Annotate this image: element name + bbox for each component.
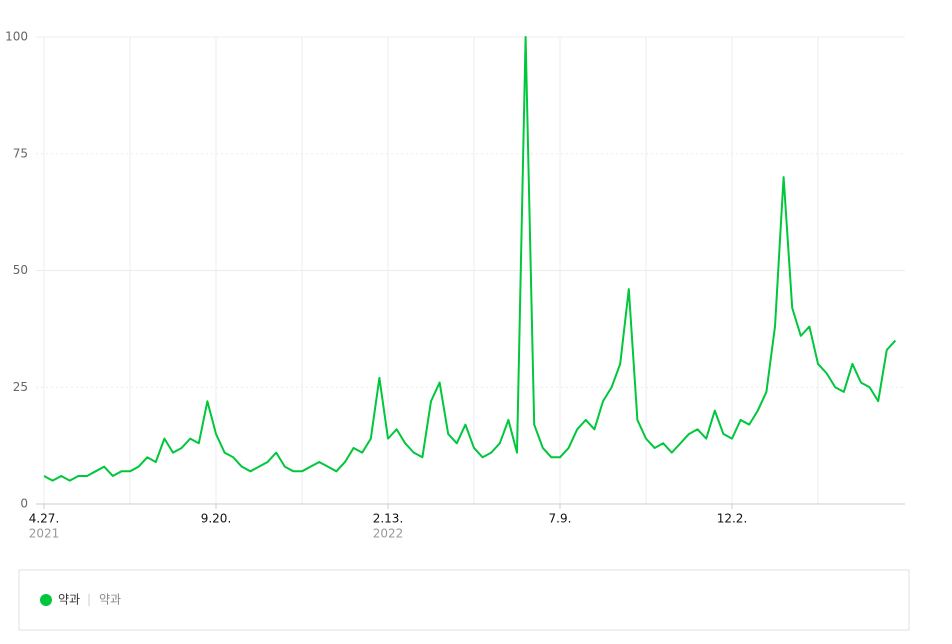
x-tick-label: 4.27. — [29, 512, 60, 526]
y-tick-label: 50 — [13, 263, 28, 277]
x-year-label: 2021 — [29, 527, 60, 541]
legend-keyword: 약과 — [99, 592, 121, 607]
y-tick-label: 100 — [5, 30, 28, 44]
x-tick-label: 12.2. — [717, 512, 748, 526]
x-tick-label: 9.20. — [201, 512, 232, 526]
y-tick-label: 75 — [13, 146, 28, 160]
legend-label[interactable]: 약과 — [58, 592, 80, 607]
y-tick-label: 0 — [20, 497, 28, 511]
x-year-label: 2022 — [373, 527, 404, 541]
legend-swatch — [40, 594, 52, 606]
line — [43, 36, 897, 482]
x-tick-label: 7.9. — [549, 512, 572, 526]
legend-box — [18, 569, 910, 631]
y-tick-label: 25 — [13, 380, 28, 394]
x-tick-label: 2.13. — [373, 512, 404, 526]
